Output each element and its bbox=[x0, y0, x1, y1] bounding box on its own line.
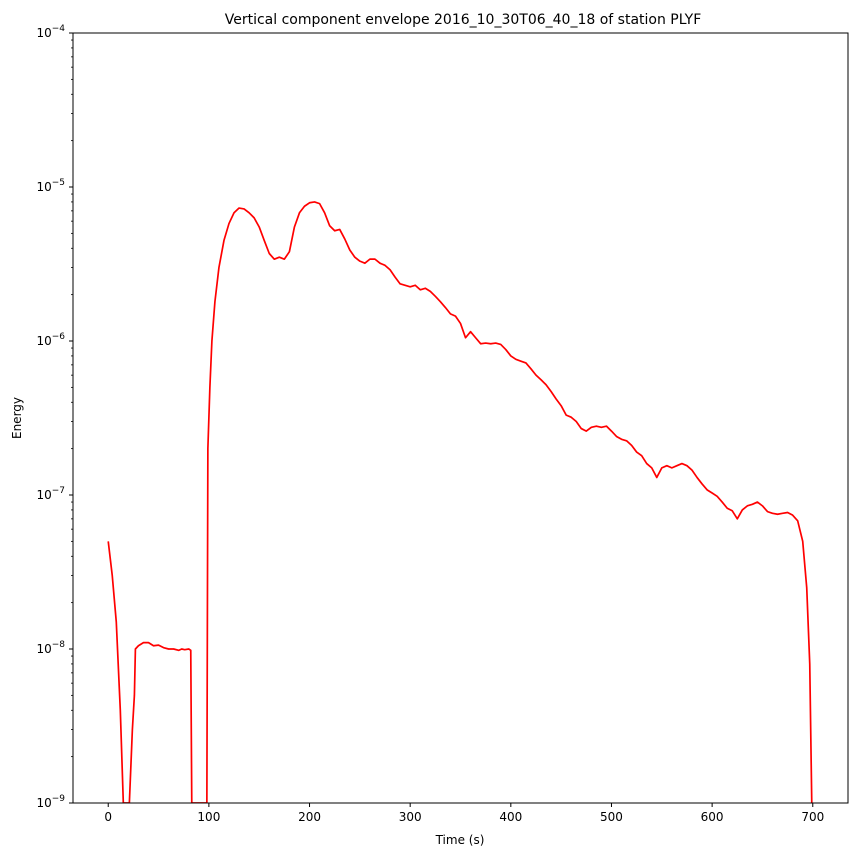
y-tick-label: 10−5 bbox=[36, 178, 65, 194]
x-axis: 0 100 200 300 400 500 600 700 bbox=[104, 803, 824, 824]
x-tick-label: 400 bbox=[499, 810, 522, 824]
y-axis: 10−9 10−8 10−7 10−6 10−5 10−4 bbox=[36, 24, 73, 810]
series-group bbox=[107, 201, 813, 803]
y-axis-label: Energy bbox=[10, 397, 24, 439]
plot-area bbox=[72, 32, 849, 804]
x-axis-label: Time (s) bbox=[435, 833, 485, 847]
x-tick-label: 500 bbox=[600, 810, 623, 824]
y-tick-label: 10−4 bbox=[36, 24, 65, 40]
x-tick-label: 700 bbox=[801, 810, 824, 824]
plot-frame bbox=[72, 32, 849, 804]
y-tick-label: 10−7 bbox=[36, 486, 65, 502]
x-tick-label: 100 bbox=[197, 810, 220, 824]
y-tick-label: 10−9 bbox=[36, 794, 65, 810]
x-tick-label: 600 bbox=[701, 810, 724, 824]
y-tick-label: 10−6 bbox=[36, 332, 65, 348]
series-line bbox=[107, 201, 813, 803]
y-tick-label: 10−8 bbox=[36, 640, 65, 656]
x-tick-label: 300 bbox=[399, 810, 422, 824]
x-tick-label: 200 bbox=[298, 810, 321, 824]
chart-title: Vertical component envelope 2016_10_30T0… bbox=[225, 12, 702, 28]
x-tick-label: 0 bbox=[104, 810, 112, 824]
